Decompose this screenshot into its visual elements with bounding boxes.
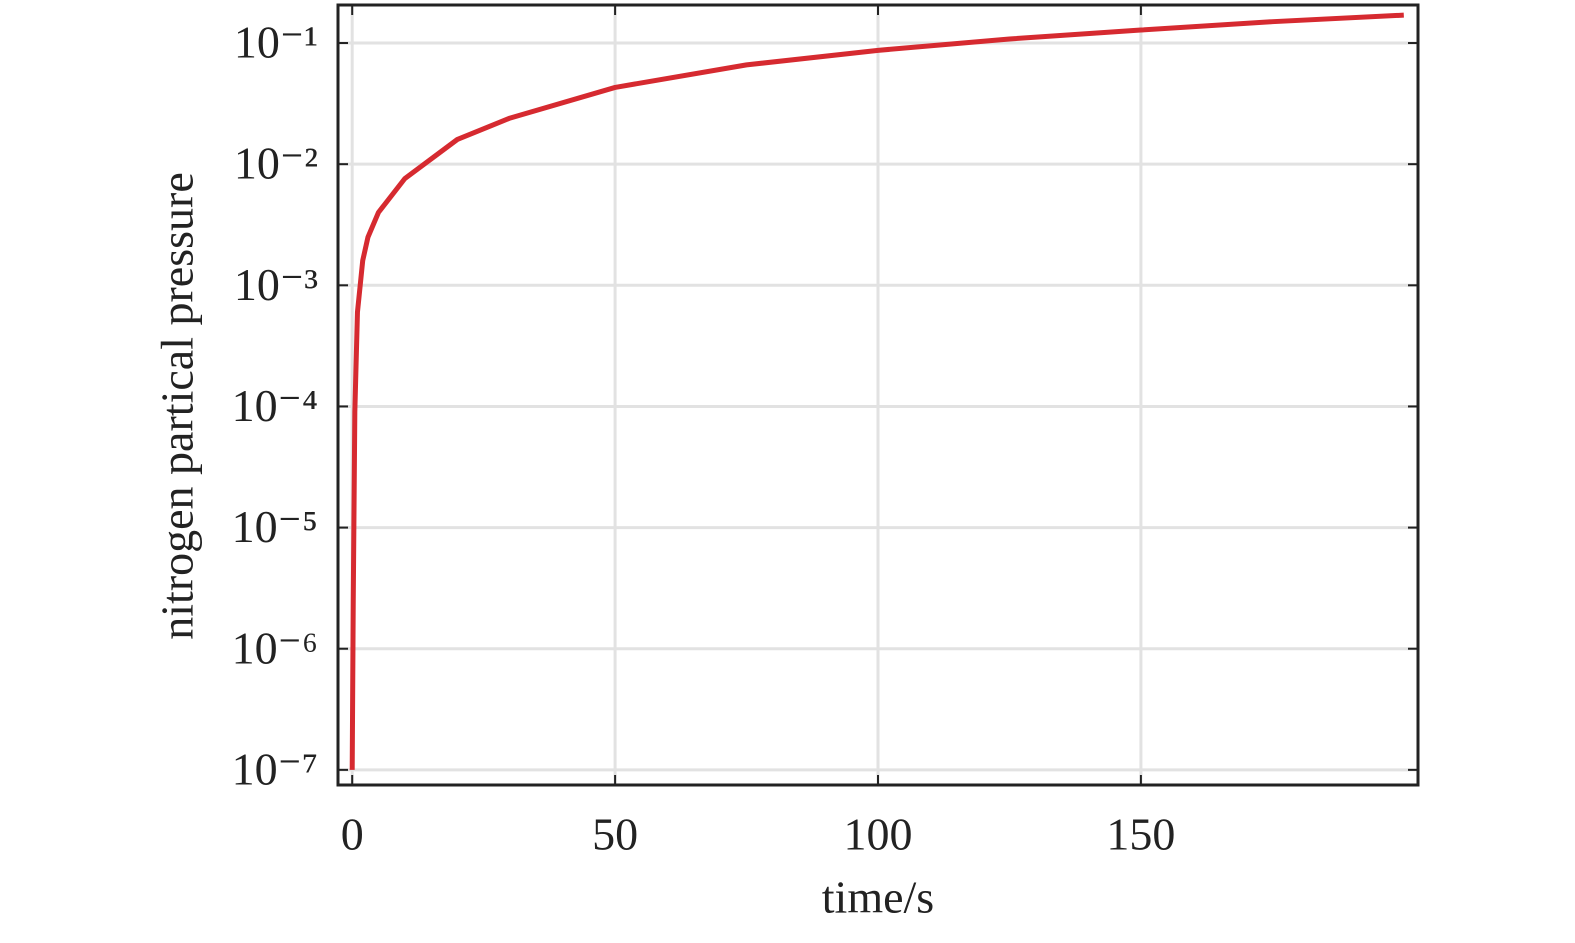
x-tick-label: 50: [592, 809, 638, 860]
y-axis-label: nitrogen partical pressure: [152, 172, 203, 639]
y-tick-label: 10⁻³: [234, 259, 318, 310]
y-tick-label: 10⁻⁶: [232, 622, 318, 673]
y-tick-label: 10⁻²: [234, 138, 318, 189]
y-tick-label: 10⁻¹: [234, 17, 318, 68]
y-tick-label: 10⁻⁵: [232, 501, 318, 552]
y-tick-label: 10⁻⁴: [232, 380, 318, 431]
y-tick-label: 10⁻⁷: [232, 743, 318, 794]
x-tick-label: 150: [1106, 809, 1175, 860]
x-tick-label: 100: [844, 809, 913, 860]
x-axis-label: time/s: [822, 872, 934, 923]
x-tick-label: 0: [341, 809, 364, 860]
plot-frame: [336, 3, 1420, 787]
data-line: [349, 12, 1404, 770]
